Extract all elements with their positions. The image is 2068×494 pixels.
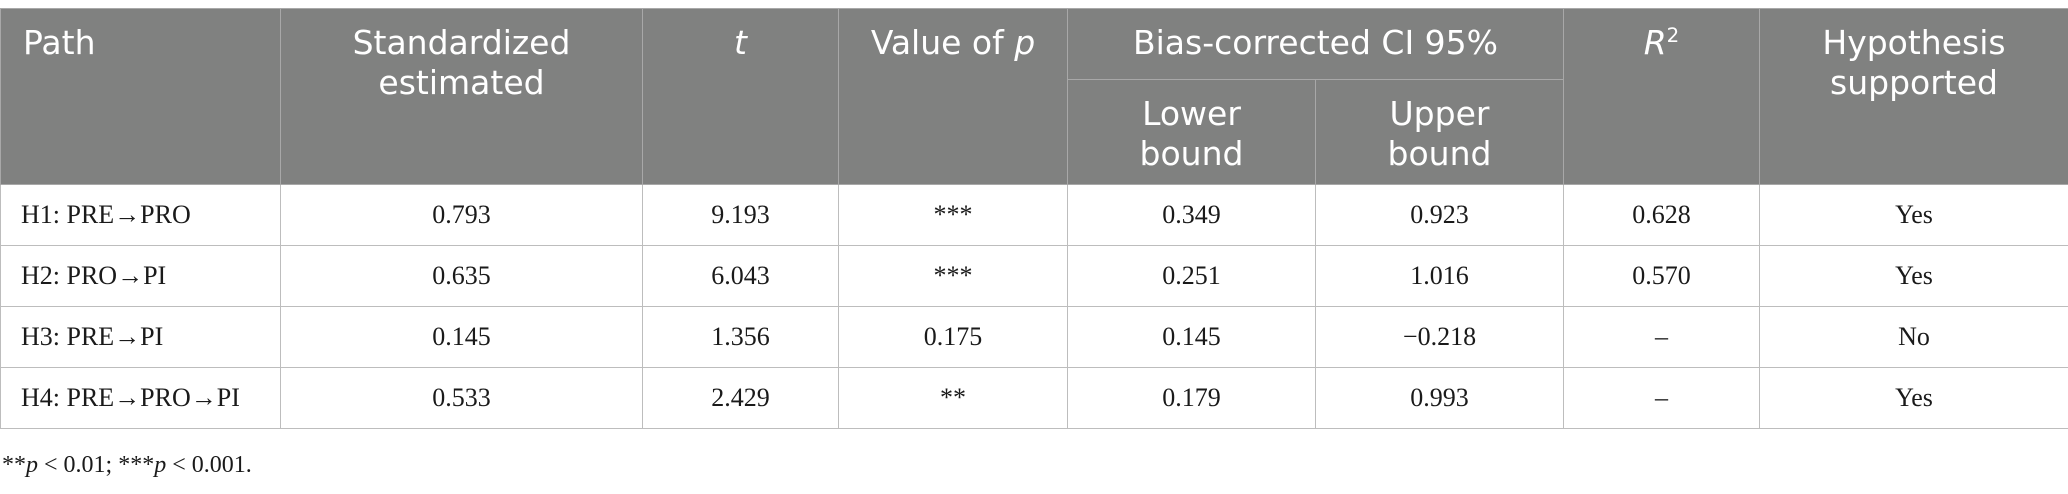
cell-upper: −0.218 bbox=[1315, 306, 1564, 368]
cell-p: *** bbox=[838, 184, 1068, 246]
cell-path: H2: PRO→PI bbox=[0, 245, 281, 307]
cell-standardized: 0.635 bbox=[280, 245, 643, 307]
results-table: Path Standardized estimated t Value of p … bbox=[0, 8, 2068, 429]
cell-t: 2.429 bbox=[642, 367, 839, 429]
cell-t: 1.356 bbox=[642, 306, 839, 368]
cell-standardized: 0.793 bbox=[280, 184, 643, 246]
cell-lower: 0.179 bbox=[1067, 367, 1316, 429]
header-path: Path bbox=[0, 8, 281, 185]
header-lower-bound: Lower bound bbox=[1067, 79, 1316, 185]
table-row: H1: PRE→PRO 0.793 9.193 *** 0.349 0.923 … bbox=[0, 184, 2068, 246]
cell-t: 6.043 bbox=[642, 245, 839, 307]
cell-lower: 0.251 bbox=[1067, 245, 1316, 307]
cell-supported: Yes bbox=[1759, 245, 2068, 307]
cell-path: H4: PRE→PRO→PI bbox=[0, 367, 281, 429]
subheader-row: Lower bound Upper bound bbox=[1, 79, 2068, 185]
cell-p: ** bbox=[838, 367, 1068, 429]
cell-upper: 1.016 bbox=[1315, 245, 1564, 307]
header-bias-corrected-ci: Bias-corrected CI 95% bbox=[1067, 8, 1564, 80]
table-row: H3: PRE→PI 0.145 1.356 0.175 0.145 −0.21… bbox=[0, 306, 2068, 368]
header-p-value: Value of p bbox=[838, 8, 1068, 185]
header-row: Path Standardized estimated t Value of p … bbox=[0, 8, 2068, 185]
header-upper-bound: Upper bound bbox=[1315, 79, 1564, 185]
cell-p: *** bbox=[838, 245, 1068, 307]
header-r-squared: R2 bbox=[1563, 8, 1760, 185]
cell-supported: Yes bbox=[1759, 367, 2068, 429]
cell-r2: 0.570 bbox=[1563, 245, 1760, 307]
cell-standardized: 0.145 bbox=[280, 306, 643, 368]
cell-upper: 0.923 bbox=[1315, 184, 1564, 246]
cell-path: H1: PRE→PRO bbox=[0, 184, 281, 246]
header-hypothesis-supported: Hypothesis supported bbox=[1759, 8, 2068, 185]
cell-r2: – bbox=[1563, 367, 1760, 429]
cell-r2: – bbox=[1563, 306, 1760, 368]
header-standardized-estimated: Standardized estimated bbox=[280, 8, 643, 185]
cell-upper: 0.993 bbox=[1315, 367, 1564, 429]
table-row: H4: PRE→PRO→PI 0.533 2.429 ** 0.179 0.99… bbox=[0, 367, 2068, 429]
cell-standardized: 0.533 bbox=[280, 367, 643, 429]
cell-r2: 0.628 bbox=[1563, 184, 1760, 246]
cell-supported: No bbox=[1759, 306, 2068, 368]
cell-lower: 0.145 bbox=[1067, 306, 1316, 368]
header-t: t bbox=[642, 8, 839, 185]
table-footnote: **p < 0.01; ***p < 0.001. bbox=[2, 452, 252, 478]
cell-lower: 0.349 bbox=[1067, 184, 1316, 246]
cell-supported: Yes bbox=[1759, 184, 2068, 246]
cell-path: H3: PRE→PI bbox=[0, 306, 281, 368]
table-row: H2: PRO→PI 0.635 6.043 *** 0.251 1.016 0… bbox=[0, 245, 2068, 307]
cell-t: 9.193 bbox=[642, 184, 839, 246]
cell-p: 0.175 bbox=[838, 306, 1068, 368]
